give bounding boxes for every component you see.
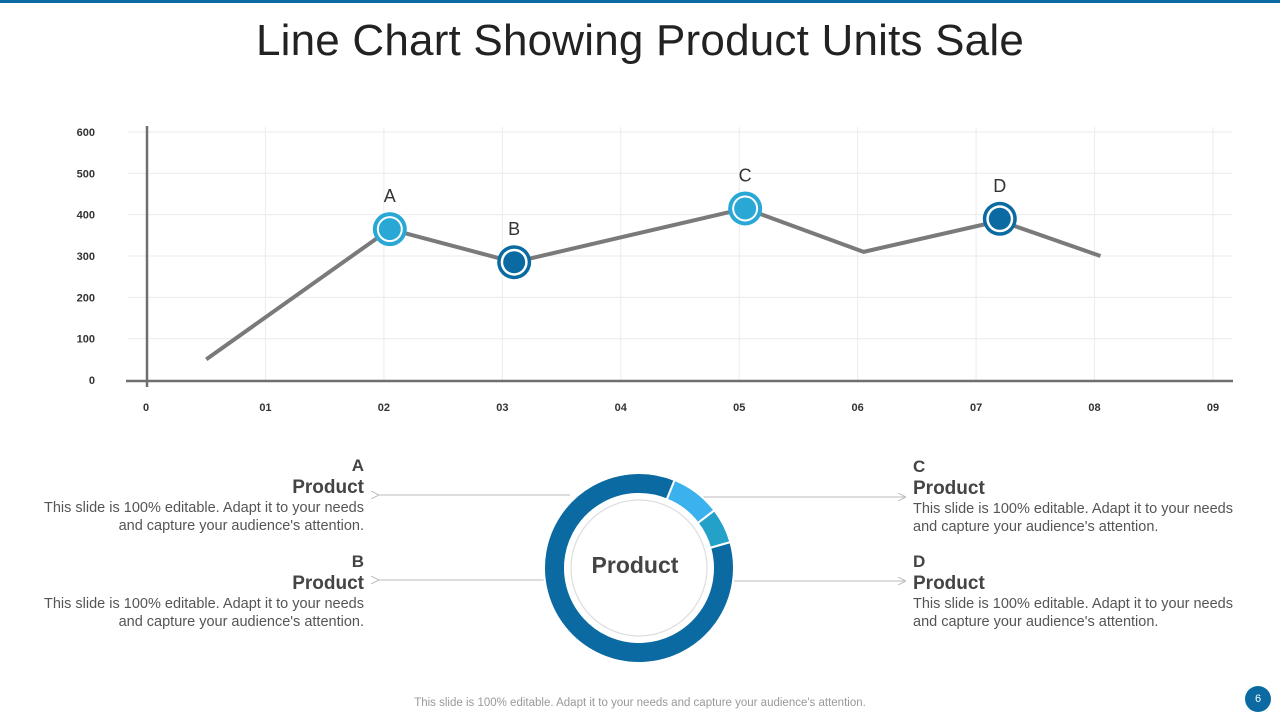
slide-title: Line Chart Showing Product Units Sale (255, 16, 1025, 65)
product-donut (543, 472, 735, 664)
marker-c-label: C (739, 165, 752, 185)
description-c: C Product This slide is 100% editable. A… (913, 456, 1253, 536)
chart-axes (126, 126, 1233, 387)
description-a-heading: Product (292, 477, 364, 498)
x-tick-label-08: 08 (1088, 402, 1100, 414)
y-tick-label-600: 600 (77, 127, 95, 139)
x-tick-label-04: 04 (615, 402, 628, 414)
description-d-letter: D (913, 552, 926, 571)
description-d-text: This slide is 100% editable. Adapt it to… (913, 596, 1233, 630)
x-tick-label-05: 05 (733, 402, 745, 414)
donut-center-label: Product (591, 552, 679, 578)
marker-a-dot (378, 218, 401, 241)
description-c-text: This slide is 100% editable. Adapt it to… (913, 501, 1233, 535)
x-tick-label-0: 0 (143, 402, 149, 414)
marker-c-dot (734, 197, 757, 220)
marker-d-dot (988, 207, 1011, 230)
description-b-letter: B (351, 552, 364, 571)
description-d: D Product This slide is 100% editable. A… (913, 551, 1253, 631)
description-b: B Product This slide is 100% editable. A… (24, 551, 364, 631)
description-a-letter: A (351, 456, 364, 475)
footer-note: This slide is 100% editable. Adapt it to… (414, 697, 866, 709)
y-tick-label-500: 500 (77, 168, 95, 180)
page-number-badge: 6 (1245, 686, 1271, 712)
description-b-heading: Product (292, 573, 364, 594)
chart-series (205, 206, 1102, 361)
chart-markers: A B C D (372, 165, 1017, 280)
chart-ticks: 0 100 200 300 400 500 600 0 01 02 03 04 05 06 07 08 09 (77, 127, 1219, 414)
donut-segment-3 (543, 472, 735, 664)
x-tick-label-07: 07 (970, 402, 982, 414)
marker-b-dot (503, 251, 526, 274)
top-accent-bar (0, 0, 1280, 3)
marker-d-label: D (993, 176, 1006, 196)
description-d-heading: Product (913, 573, 985, 594)
x-tick-label-01: 01 (259, 402, 271, 414)
y-tick-label-0: 0 (89, 375, 95, 387)
x-tick-label-03: 03 (496, 402, 508, 414)
y-tick-label-400: 400 (77, 210, 95, 222)
y-tick-label-200: 200 (77, 292, 95, 304)
y-tick-label-300: 300 (77, 251, 95, 263)
marker-a-label: A (384, 186, 396, 206)
x-tick-label-02: 02 (378, 402, 390, 414)
y-tick-label-100: 100 (77, 334, 95, 346)
description-b-text: This slide is 100% editable. Adapt it to… (44, 596, 364, 630)
x-tick-label-06: 06 (852, 402, 864, 414)
marker-b-label: B (508, 219, 520, 239)
chart-grid (128, 127, 1232, 380)
donut-inner-circle (570, 499, 708, 637)
description-c-heading: Product (913, 478, 985, 499)
x-tick-label-09: 09 (1207, 402, 1219, 414)
series-line-0 (205, 206, 1102, 361)
description-c-letter: C (913, 457, 926, 476)
description-a-text: This slide is 100% editable. Adapt it to… (44, 500, 364, 534)
description-a: A Product This slide is 100% editable. A… (24, 455, 364, 535)
